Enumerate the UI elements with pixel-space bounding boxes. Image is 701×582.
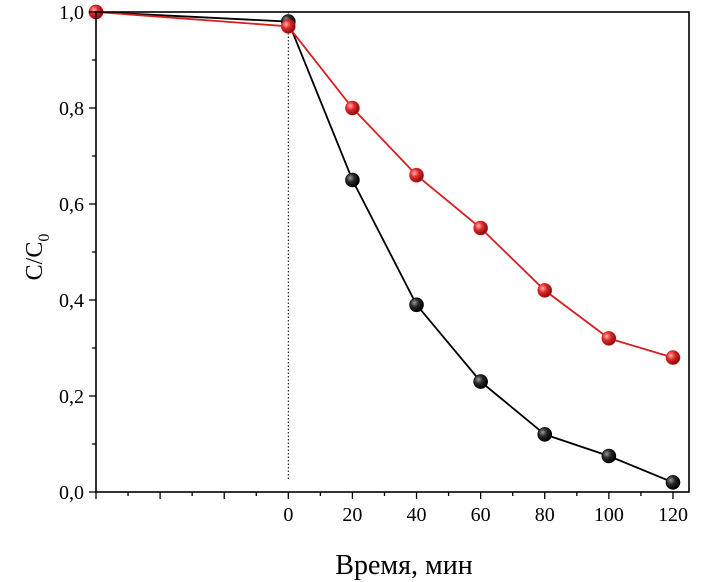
y-axis-title: C/C0 — [22, 234, 53, 281]
series-0-point — [665, 475, 681, 490]
x-tick-label: 80 — [535, 504, 555, 526]
series-0-point — [537, 427, 553, 442]
x-tick-label: 100 — [594, 504, 624, 526]
series-1-point — [601, 331, 617, 346]
y-axis-title-main: C/C — [22, 242, 48, 281]
y-tick-label: 0,2 — [59, 386, 84, 408]
y-tick-label: 0,6 — [59, 194, 84, 216]
series-0-line — [95, 11, 674, 484]
series-1-point — [409, 167, 424, 183]
series-1-point — [665, 350, 681, 365]
series-1-point — [345, 100, 360, 116]
x-tick-label: 20 — [342, 504, 362, 526]
plot-frame — [95, 11, 690, 493]
series-1-point — [473, 220, 488, 236]
series-1-point — [281, 19, 296, 34]
x-tick-label: 120 — [658, 504, 688, 526]
series-1-line — [95, 11, 674, 359]
series-1-point — [537, 283, 553, 298]
y-tick-label: 0,4 — [59, 290, 84, 312]
x-tick-label: 40 — [407, 504, 427, 526]
x-tick-label: 60 — [471, 504, 491, 526]
y-tick-label: 0,0 — [59, 482, 84, 504]
x-axis-title: Время, мин — [335, 550, 472, 581]
series-0-point — [473, 374, 488, 389]
x-tick-label: 0 — [283, 504, 293, 526]
series-0-point — [409, 297, 424, 313]
series-0-point — [345, 172, 360, 188]
y-axis-title-subscript: 0 — [36, 234, 53, 242]
y-tick-label: 1,0 — [59, 2, 84, 24]
series-0-point — [601, 448, 617, 464]
y-tick-label: 0,8 — [59, 98, 84, 120]
